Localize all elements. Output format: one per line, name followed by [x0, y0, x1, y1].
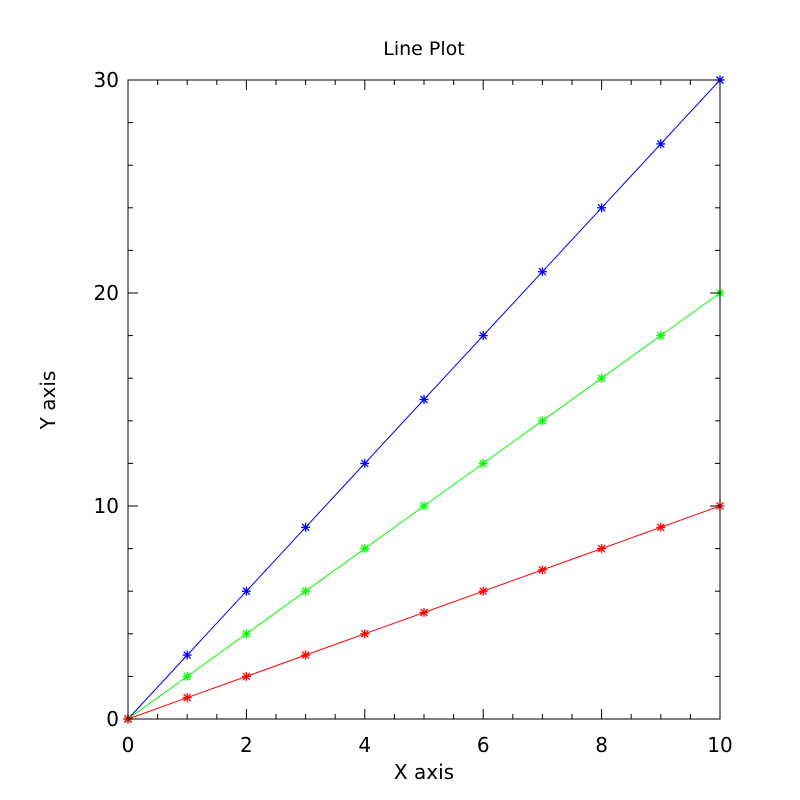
data-point-marker — [537, 267, 547, 277]
data-point-marker — [360, 629, 370, 639]
y-tick-label: 20 — [94, 281, 119, 305]
data-point-marker — [597, 544, 607, 554]
data-point-marker — [419, 395, 429, 404]
x-tick-label: 0 — [122, 733, 135, 757]
data-point-marker — [241, 629, 251, 639]
data-point-marker — [478, 458, 488, 468]
x-tick-label: 6 — [477, 733, 490, 757]
data-point-marker — [656, 139, 666, 149]
data-point-marker — [182, 650, 192, 660]
data-point-marker — [419, 608, 429, 617]
data-point-marker — [478, 331, 488, 341]
plot-frame — [127, 79, 721, 720]
y-tick-label: 0 — [106, 707, 119, 731]
data-point-marker — [301, 522, 311, 532]
x-tick-label: 10 — [707, 733, 732, 757]
y-tick-label: 10 — [94, 494, 119, 518]
data-point-marker — [597, 203, 607, 213]
data-point-marker — [241, 586, 251, 596]
data-point-marker — [182, 671, 192, 681]
data-point-marker — [241, 671, 251, 681]
x-axis-title: X axis — [394, 760, 454, 784]
series-3 — [123, 501, 725, 724]
data-point-marker — [478, 586, 488, 596]
data-point-marker — [597, 373, 607, 383]
data-point-marker — [537, 565, 547, 575]
x-tick-label: 2 — [240, 733, 253, 757]
chart-title: Line Plot — [383, 38, 464, 60]
x-tick-label: 4 — [358, 733, 371, 757]
y-tick-label: 30 — [94, 68, 119, 92]
series-1 — [123, 75, 725, 724]
data-point-marker — [360, 544, 370, 554]
x-tick-label: 8 — [595, 733, 608, 757]
data-point-marker — [301, 586, 311, 596]
data-point-marker — [537, 416, 547, 426]
data-point-marker — [301, 650, 311, 660]
data-point-marker — [360, 458, 370, 468]
data-point-marker — [656, 331, 666, 341]
data-point-marker — [656, 522, 666, 532]
data-point-marker — [419, 501, 429, 511]
y-axis-title: Y axis — [36, 371, 60, 431]
series-layer — [123, 75, 725, 724]
data-point-marker — [182, 693, 192, 703]
series-2 — [123, 288, 725, 724]
